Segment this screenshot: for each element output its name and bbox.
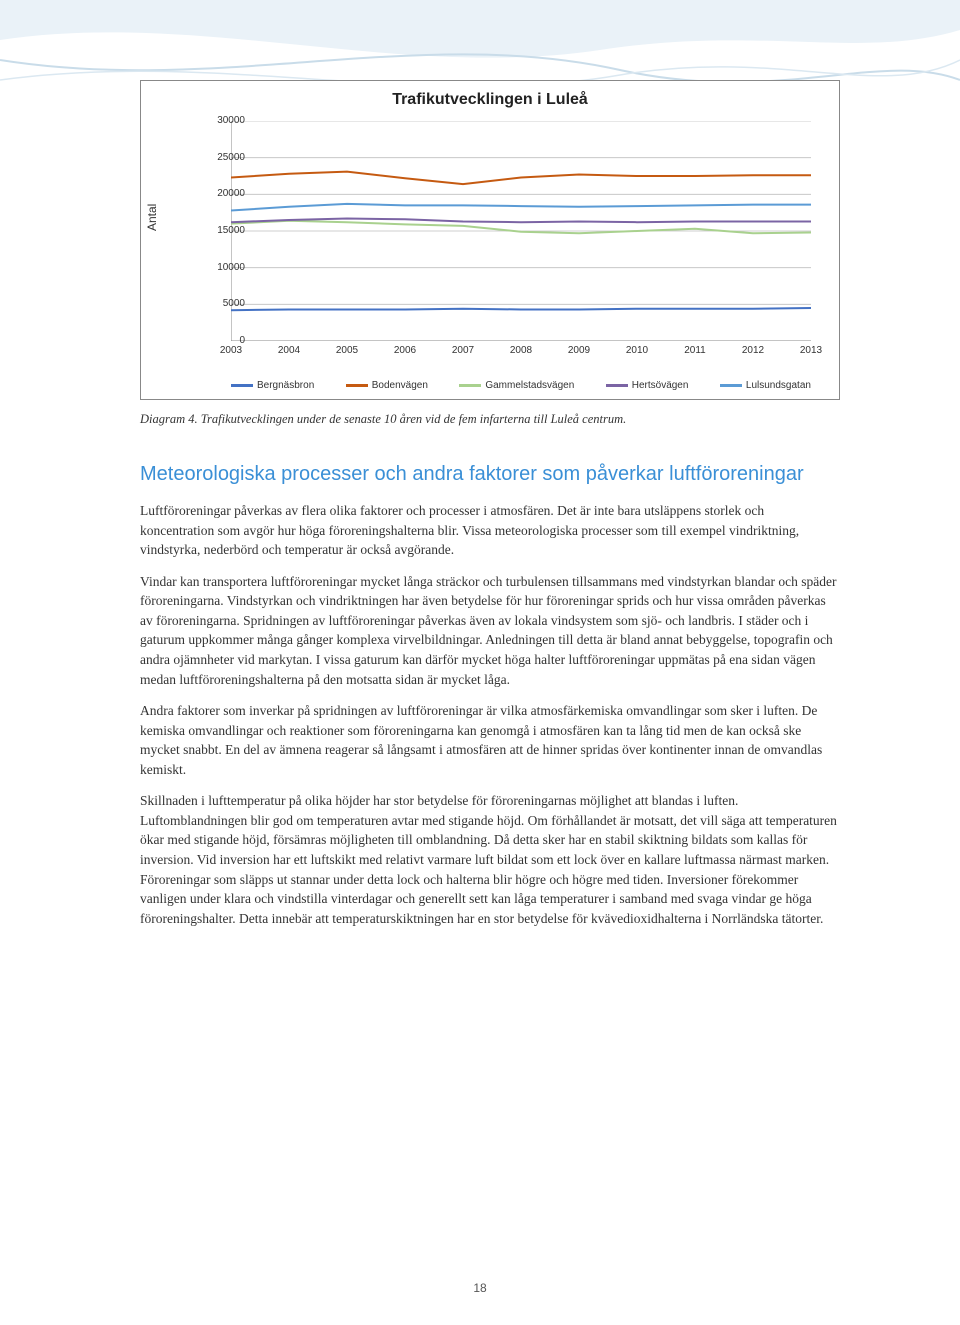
- legend-swatch: [231, 384, 253, 387]
- legend-item: Hertsövägen: [606, 380, 689, 391]
- body-paragraph: Skillnaden i lufttemperatur på olika höj…: [140, 791, 840, 928]
- series-bergnäsbron: [231, 308, 811, 310]
- legend-label: Bodenvägen: [372, 380, 428, 391]
- xtick-label: 2003: [211, 345, 251, 356]
- legend-item: Gammelstadsvägen: [459, 380, 574, 391]
- chart-ylabel: Antal: [145, 204, 159, 231]
- ytick-label: 30000: [205, 115, 245, 126]
- xtick-label: 2009: [559, 345, 599, 356]
- ytick-label: 25000: [205, 152, 245, 163]
- xtick-label: 2007: [443, 345, 483, 356]
- section-heading: Meteorologiska processer och andra fakto…: [140, 461, 840, 487]
- body-paragraph: Luftföroreningar påverkas av flera olika…: [140, 501, 840, 560]
- chart-title: Trafikutvecklingen i Luleå: [141, 81, 839, 109]
- traffic-chart: Trafikutvecklingen i Luleå Antal 0500010…: [140, 80, 840, 400]
- xtick-label: 2006: [385, 345, 425, 356]
- legend-label: Hertsövägen: [632, 380, 689, 391]
- xtick-label: 2013: [791, 345, 831, 356]
- legend-swatch: [606, 384, 628, 387]
- legend-item: Bodenvägen: [346, 380, 428, 391]
- chart-caption: Diagram 4. Trafikutvecklingen under de s…: [140, 412, 840, 427]
- legend-label: Lulsundsgatan: [746, 380, 811, 391]
- xtick-label: 2011: [675, 345, 715, 356]
- ytick-label: 10000: [205, 262, 245, 273]
- legend-swatch: [459, 384, 481, 387]
- xtick-label: 2010: [617, 345, 657, 356]
- chart-plot-area: [231, 121, 811, 341]
- xtick-label: 2008: [501, 345, 541, 356]
- page-content: Trafikutvecklingen i Luleå Antal 0500010…: [140, 80, 840, 928]
- legend-item: Bergnäsbron: [231, 380, 314, 391]
- page-number: 18: [0, 1281, 960, 1295]
- legend-swatch: [720, 384, 742, 387]
- body-paragraph: Vindar kan transportera luftföroreningar…: [140, 572, 840, 689]
- body-paragraph: Andra faktorer som inverkar på spridning…: [140, 701, 840, 779]
- legend-label: Gammelstadsvägen: [485, 380, 574, 391]
- body-paragraphs: Luftföroreningar påverkas av flera olika…: [140, 501, 840, 928]
- legend-label: Bergnäsbron: [257, 380, 314, 391]
- series-bodenvägen: [231, 172, 811, 184]
- legend-swatch: [346, 384, 368, 387]
- xtick-label: 2004: [269, 345, 309, 356]
- legend-item: Lulsundsgatan: [720, 380, 811, 391]
- ytick-label: 5000: [205, 298, 245, 309]
- series-lulsundsgatan: [231, 204, 811, 211]
- xtick-label: 2012: [733, 345, 773, 356]
- chart-svg: [231, 121, 811, 341]
- chart-legend: Bergnäsbron Bodenvägen Gammelstadsvägen Her…: [231, 380, 811, 391]
- ytick-label: 15000: [205, 225, 245, 236]
- ytick-label: 20000: [205, 188, 245, 199]
- xtick-label: 2005: [327, 345, 367, 356]
